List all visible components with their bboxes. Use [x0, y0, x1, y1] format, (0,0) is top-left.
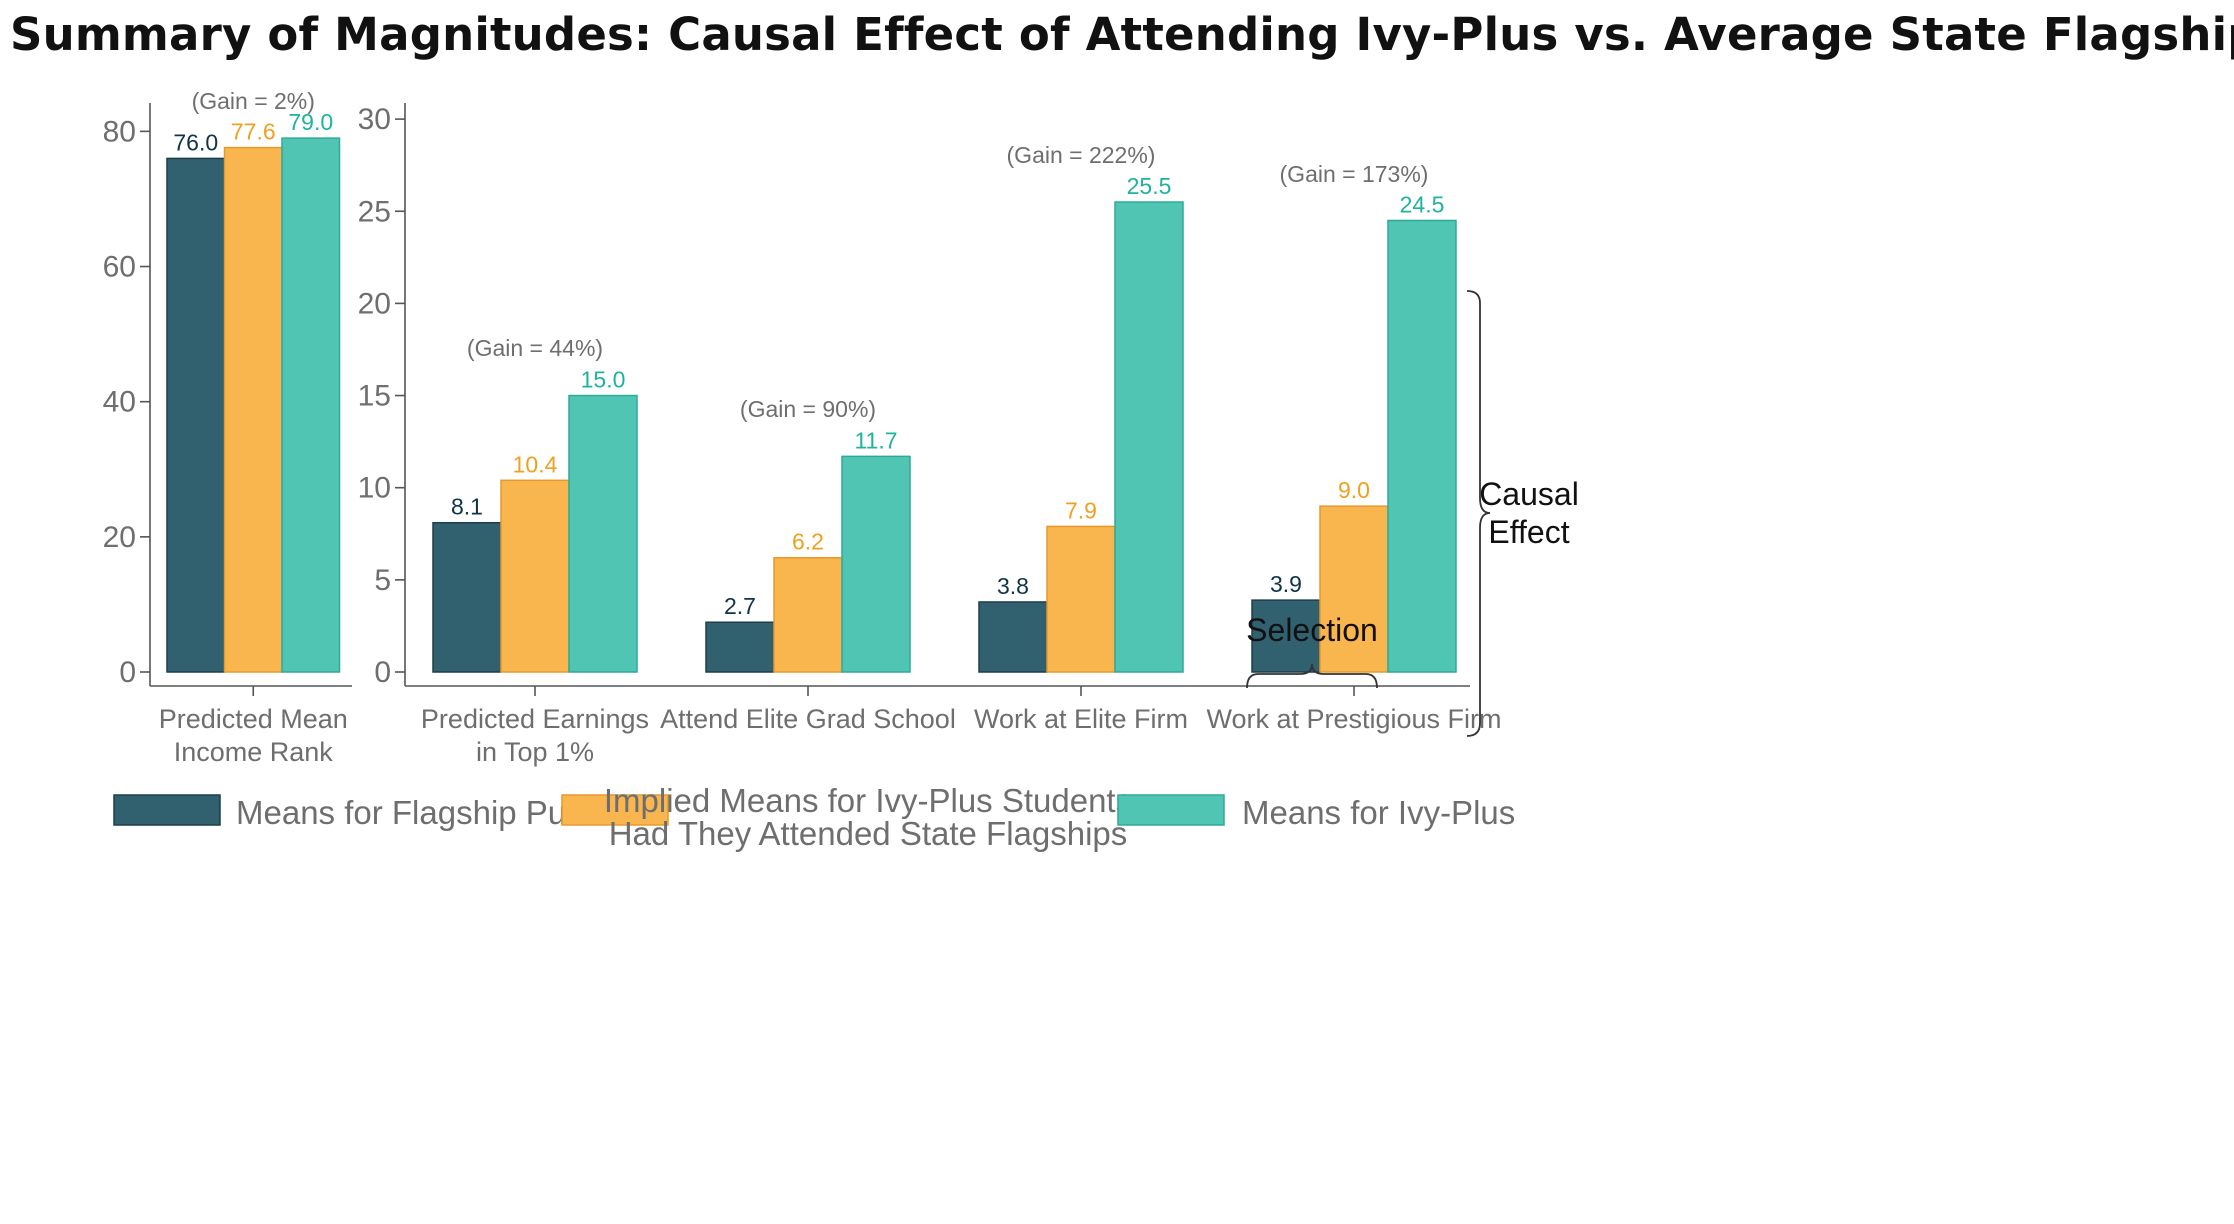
y-tick-label: 25: [358, 195, 391, 228]
y-tick-label: 60: [103, 251, 136, 284]
bar-flagship: [978, 601, 1048, 673]
category-label: Work at Elite Firm: [974, 704, 1188, 734]
bar-flagship: [432, 521, 502, 673]
bar-implied: [1046, 525, 1116, 673]
data-label-flagship: 2.7: [724, 593, 756, 619]
bar-implied: [500, 479, 570, 673]
selection-brace: [1246, 663, 1378, 689]
bar-implied: [773, 556, 843, 673]
category-label: Income Rank: [174, 737, 334, 767]
data-label-implied: 6.2: [792, 529, 824, 555]
gain-label: (Gain = 44%): [467, 335, 603, 361]
bar-flagship: [1251, 599, 1321, 673]
data-label-flagship: 8.1: [451, 494, 483, 520]
data-label-implied: 10.4: [513, 451, 558, 477]
gain-label: (Gain = 2%): [192, 88, 315, 114]
causal-effect-label: Effect: [1488, 514, 1569, 550]
bar-ivy: [1114, 201, 1184, 673]
selection-label: Selection: [1246, 612, 1378, 648]
y-tick-label: 10: [358, 472, 391, 505]
category-label: in Top 1%: [476, 737, 594, 767]
category-label: Attend Elite Grad School: [660, 704, 956, 734]
data-label-flagship: 3.8: [997, 573, 1029, 599]
category-label: Predicted Earnings: [421, 704, 649, 734]
y-tick-label: 0: [374, 656, 391, 689]
bar-ivy: [568, 394, 638, 673]
gain-label: (Gain = 222%): [1007, 142, 1156, 168]
data-label-flagship: 76.0: [173, 129, 218, 155]
y-tick-label: 5: [374, 564, 391, 597]
legend-label-implied: Implied Means for Ivy-Plus Students: [604, 782, 1132, 819]
gain-label: (Gain = 173%): [1280, 161, 1429, 187]
data-label-implied: 9.0: [1338, 477, 1370, 503]
bar-flagship: [705, 621, 775, 673]
bar-ivy: [1387, 219, 1457, 673]
y-tick-label: 40: [103, 386, 136, 419]
y-tick-label: 15: [358, 380, 391, 413]
y-tick-label: 20: [358, 287, 391, 320]
category-label: Work at Prestigious Firm: [1206, 704, 1501, 734]
y-tick-label: 0: [119, 656, 136, 689]
data-label-ivy: 79.0: [288, 109, 333, 135]
legend-swatch-ivy: [1117, 794, 1225, 826]
data-label-ivy: 25.5: [1127, 173, 1172, 199]
causal-effect-brace: [1466, 290, 1491, 737]
data-label-ivy: 15.0: [581, 367, 626, 393]
gain-label: (Gain = 90%): [740, 396, 876, 422]
y-tick-label: 30: [358, 103, 391, 136]
data-label-implied: 7.9: [1065, 497, 1097, 523]
data-label-ivy: 11.7: [854, 427, 897, 453]
y-tick-label: 20: [103, 521, 136, 554]
bar-implied: [1319, 505, 1389, 673]
legend-label-ivy: Means for Ivy-Plus: [1242, 794, 1515, 831]
data-label-implied: 77.6: [231, 119, 276, 145]
legend-label-implied: Had They Attended State Flagships: [609, 815, 1128, 852]
data-label-flagship: 3.9: [1270, 571, 1302, 597]
legend-swatch-implied: [561, 794, 669, 826]
legend-swatch-flagship: [113, 794, 221, 826]
bar-ivy: [281, 137, 341, 673]
chart-title: Summary of Magnitudes: Causal Effect of …: [10, 8, 2234, 61]
income-rank-panel: 0 20 40 60 80 76.0 77.6 79.0 Predicted MeanIncom…: [103, 88, 352, 767]
data-label-ivy: 24.5: [1400, 191, 1445, 217]
causal-effect-label: Causal: [1479, 476, 1579, 512]
legend-label-flagship: Means for Flagship Public: [236, 794, 616, 831]
outcomes-panel: 0 5 10 15 20 25 30 8.1 10.4 15.0 Predicted Earning…: [358, 103, 1502, 767]
category-label: Predicted Mean: [159, 704, 348, 734]
bar-implied: [223, 146, 283, 673]
y-tick-label: 80: [103, 115, 136, 148]
bar-ivy: [841, 455, 911, 673]
bar-flagship: [166, 157, 226, 673]
